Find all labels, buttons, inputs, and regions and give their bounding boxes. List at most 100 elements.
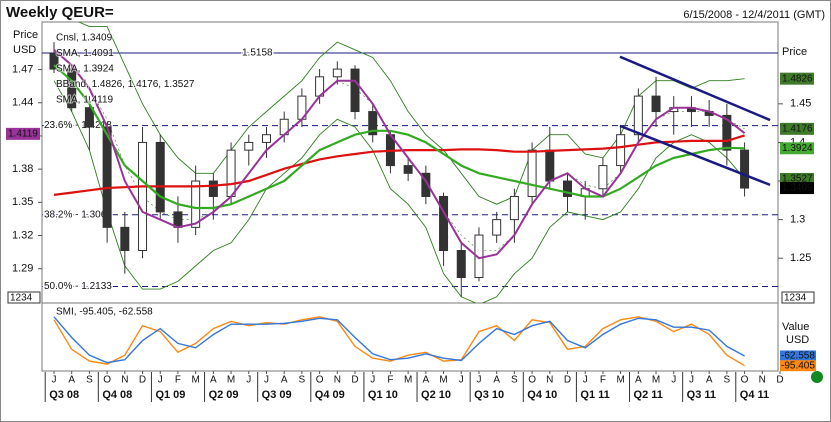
candle-body — [456, 250, 466, 279]
x-tick-label: N — [546, 375, 553, 386]
candle-body — [226, 149, 236, 197]
candle-body — [545, 149, 555, 182]
candle-body — [527, 149, 537, 197]
candle-body — [474, 234, 484, 279]
candle-body — [350, 68, 360, 113]
y-tick-label: 1.44 — [12, 97, 33, 109]
x-tick-label: A — [635, 375, 642, 386]
x-tick-label: J — [246, 375, 251, 386]
value-box-label: 1.3924 — [782, 143, 813, 154]
x-tick-label: J — [583, 375, 588, 386]
value-box-label: 1.3409 — [782, 183, 813, 194]
x-tick-label: S — [724, 375, 731, 386]
candle-body — [120, 226, 130, 252]
smi-line — [53, 316, 745, 367]
y-tick-label: 1.3 — [790, 214, 805, 226]
candle-body — [598, 165, 608, 190]
quarter-label: Q3 10 — [474, 389, 504, 401]
fib-label: 50.0% - 1.2133 — [44, 281, 112, 292]
x-tick-label: O — [528, 375, 536, 386]
candle-body — [368, 111, 378, 136]
value-box — [780, 172, 814, 185]
bband-line — [53, 80, 745, 303]
legend-entry: SMA, 1.4119 — [56, 95, 114, 106]
x-tick-label: A — [706, 375, 713, 386]
x-tick-label: D — [351, 375, 358, 386]
x-tick-label: M — [227, 375, 235, 386]
candle-body — [49, 53, 59, 70]
candle-body — [722, 114, 732, 151]
value-box — [780, 72, 814, 85]
candle-body — [102, 126, 112, 228]
legend-entry: Cnsl, 1.3409 — [56, 33, 113, 44]
fib-label: 38.2% - 1.3063 — [44, 209, 112, 220]
x-tick-label: A — [493, 375, 500, 386]
candle-body — [740, 149, 750, 189]
candle-body — [563, 180, 573, 197]
x-tick-label: S — [86, 375, 93, 386]
smi-axis-label: Value — [782, 321, 809, 333]
x-tick-label: F — [387, 375, 393, 386]
candle-body — [138, 141, 148, 252]
y-tick-label: 1.35 — [12, 196, 33, 208]
x-tick-label: F — [175, 375, 181, 386]
plot-area — [41, 21, 779, 304]
x-tick-label: A — [281, 375, 288, 386]
candle-body — [492, 219, 502, 236]
quarter-label: Q2 09 — [209, 389, 239, 401]
candle-body — [84, 107, 94, 128]
x-tick-label: F — [600, 375, 606, 386]
sma-line — [53, 134, 745, 196]
value-box-label: 1.3527 — [782, 174, 813, 185]
candle-body — [439, 195, 449, 252]
quarter-label: Q4 08 — [102, 389, 132, 401]
x-tick-label: M — [191, 375, 199, 386]
x-tick-label: M — [652, 375, 660, 386]
chart-title: Weekly QEUR= — [6, 4, 114, 21]
corner-tag-box — [7, 291, 41, 304]
y-tick-label: 1.25 — [790, 252, 811, 264]
x-tick-label: J — [158, 375, 163, 386]
x-tick-label: A — [210, 375, 217, 386]
quarter-label: Q3 08 — [49, 389, 79, 401]
x-tick-label: N — [759, 375, 766, 386]
smi-layer — [53, 316, 745, 367]
smi-legend: SMI, -95.405, -62.558 — [56, 307, 153, 318]
legend-entry: SMA, 1.3924 — [56, 64, 114, 75]
value-box — [780, 182, 814, 195]
candle-body — [261, 134, 271, 143]
x-tick-label: N — [121, 375, 128, 386]
x-tick-label: J — [370, 375, 375, 386]
value-box — [780, 360, 816, 372]
x-tick-label: J — [459, 375, 464, 386]
y-tick-label: 1.45 — [790, 98, 811, 110]
candle-body — [332, 68, 342, 78]
high-line-label: 1.5158 — [242, 48, 273, 59]
legend-entry: BBand, 1.4826, 1.4176, 1.3527 — [56, 79, 195, 90]
legend-entry: SMA, 1.4091 — [56, 48, 114, 59]
x-tick-label: D — [776, 375, 783, 386]
x-tick-label: J — [52, 375, 57, 386]
quarter-label: Q1 11 — [580, 389, 609, 401]
value-box-label: -95.405 — [781, 360, 815, 371]
left-axis-label: USD — [13, 44, 36, 56]
sma-line — [53, 64, 745, 210]
quarter-label: Q3 11 — [687, 389, 716, 401]
x-tick-label: M — [616, 375, 624, 386]
bband-line — [77, 22, 745, 205]
y-tick-label: 1.38 — [12, 163, 33, 175]
candle-body — [244, 141, 254, 151]
y-tick-label: 1.32 — [12, 229, 33, 241]
quarter-label: Q3 09 — [262, 389, 292, 401]
candle-body — [616, 134, 626, 167]
x-tick-label: J — [476, 375, 481, 386]
quarter-label: Q2 10 — [421, 389, 451, 401]
x-tick-label: N — [334, 375, 341, 386]
smi-line — [53, 316, 745, 364]
label-layer: 1.451.41.351.31.251.471.441.411.381.351.… — [6, 32, 816, 402]
value-box — [780, 350, 816, 362]
candle-body — [67, 68, 77, 109]
candle-body — [403, 165, 413, 174]
value-box — [780, 142, 814, 155]
quarter-label: Q4 11 — [740, 389, 769, 401]
